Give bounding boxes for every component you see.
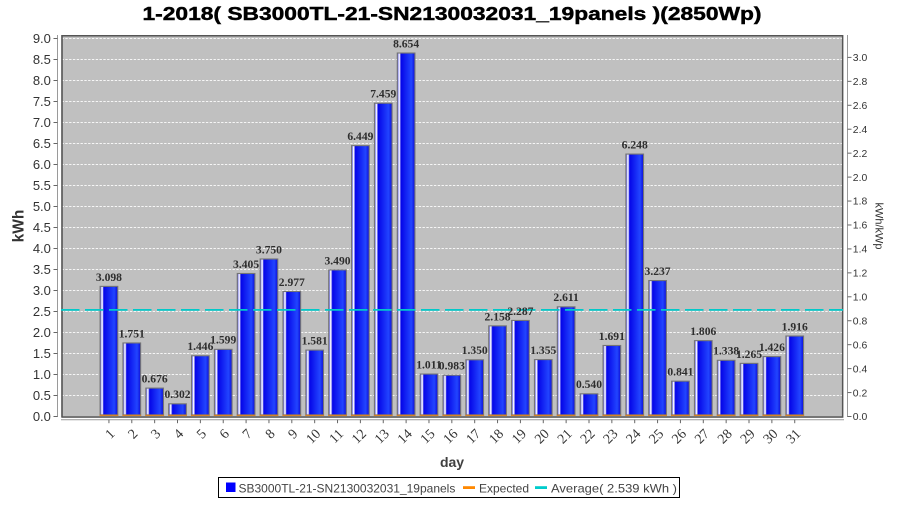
svg-text:1.751: 1.751 <box>119 327 145 340</box>
svg-text:1.6: 1.6 <box>853 221 868 232</box>
svg-text:1.446: 1.446 <box>187 340 213 353</box>
svg-text:3.750: 3.750 <box>256 243 282 256</box>
svg-text:SB3000TL-21-SN2130032031_19pan: SB3000TL-21-SN2130032031_19panels <box>239 481 456 495</box>
svg-text:2.5: 2.5 <box>33 304 51 319</box>
svg-text:0.676: 0.676 <box>142 373 168 386</box>
svg-text:1.350: 1.350 <box>462 344 488 357</box>
svg-text:0.540: 0.540 <box>576 378 602 391</box>
svg-text:9.0: 9.0 <box>33 31 51 46</box>
svg-text:1.806: 1.806 <box>690 325 716 338</box>
svg-text:1.0: 1.0 <box>33 367 51 382</box>
svg-text:7.459: 7.459 <box>370 88 396 101</box>
svg-text:5.5: 5.5 <box>33 178 51 193</box>
svg-text:3.0: 3.0 <box>33 283 51 298</box>
svg-text:0.983: 0.983 <box>439 360 465 373</box>
svg-text:6.0: 6.0 <box>33 157 51 172</box>
svg-text:1.338: 1.338 <box>713 345 739 358</box>
svg-text:1.355: 1.355 <box>530 344 556 357</box>
svg-text:0.4: 0.4 <box>853 364 868 375</box>
svg-text:1.011: 1.011 <box>416 358 442 371</box>
svg-text:6.5: 6.5 <box>33 136 51 151</box>
svg-text:2.8: 2.8 <box>853 77 868 88</box>
svg-text:2.0: 2.0 <box>33 325 51 340</box>
svg-text:3.098: 3.098 <box>96 271 122 284</box>
svg-text:Average( 2.539 kWh ): Average( 2.539 kWh ) <box>551 481 677 495</box>
svg-text:0.0: 0.0 <box>33 409 51 424</box>
svg-text:0.2: 0.2 <box>853 388 868 399</box>
svg-text:3.490: 3.490 <box>324 254 350 267</box>
svg-text:2.6: 2.6 <box>853 101 868 112</box>
svg-text:8.654: 8.654 <box>393 37 419 50</box>
svg-text:0.5: 0.5 <box>33 388 51 403</box>
svg-text:4.0: 4.0 <box>33 241 51 256</box>
svg-text:4.5: 4.5 <box>33 220 51 235</box>
svg-text:2.2: 2.2 <box>853 149 868 160</box>
svg-text:1.691: 1.691 <box>599 330 625 343</box>
svg-text:Expected: Expected <box>479 481 529 495</box>
svg-text:6.449: 6.449 <box>347 130 373 143</box>
svg-text:2.977: 2.977 <box>279 276 305 289</box>
svg-text:0.841: 0.841 <box>667 366 693 379</box>
svg-text:0.6: 0.6 <box>853 340 868 351</box>
svg-text:2.611: 2.611 <box>553 291 579 304</box>
svg-text:1-2018( SB3000TL-21-SN21300320: 1-2018( SB3000TL-21-SN2130032031_19panel… <box>143 3 762 24</box>
svg-text:1.5: 1.5 <box>33 346 51 361</box>
svg-text:2.287: 2.287 <box>507 305 533 318</box>
svg-text:0.302: 0.302 <box>164 388 190 401</box>
svg-text:2.4: 2.4 <box>853 125 868 136</box>
svg-text:1.4: 1.4 <box>853 245 868 256</box>
svg-text:1.2: 1.2 <box>853 269 868 280</box>
svg-text:7.5: 7.5 <box>33 94 51 109</box>
svg-text:3.0: 3.0 <box>853 53 868 64</box>
svg-text:8.5: 8.5 <box>33 52 51 67</box>
svg-text:kWh/kWp: kWh/kWp <box>873 202 885 249</box>
svg-text:kWh: kWh <box>11 210 28 243</box>
svg-text:1.8: 1.8 <box>853 197 868 208</box>
svg-text:0.0: 0.0 <box>853 412 868 423</box>
svg-text:1.599: 1.599 <box>210 334 236 347</box>
svg-text:5.0: 5.0 <box>33 199 51 214</box>
svg-text:3.5: 3.5 <box>33 262 51 277</box>
svg-text:7.0: 7.0 <box>33 115 51 130</box>
svg-text:1.916: 1.916 <box>782 320 808 333</box>
svg-text:6.248: 6.248 <box>622 138 648 151</box>
svg-text:1.581: 1.581 <box>302 335 328 348</box>
svg-text:1.265: 1.265 <box>736 348 762 361</box>
svg-text:2.158: 2.158 <box>485 310 511 323</box>
svg-text:day: day <box>440 454 464 470</box>
svg-text:1.0: 1.0 <box>853 293 868 304</box>
svg-text:0.8: 0.8 <box>853 316 868 327</box>
svg-text:8.0: 8.0 <box>33 73 51 88</box>
svg-text:3.405: 3.405 <box>233 258 259 271</box>
svg-text:2.0: 2.0 <box>853 173 868 184</box>
svg-text:3.237: 3.237 <box>645 265 671 278</box>
svg-text:1.426: 1.426 <box>759 341 785 354</box>
